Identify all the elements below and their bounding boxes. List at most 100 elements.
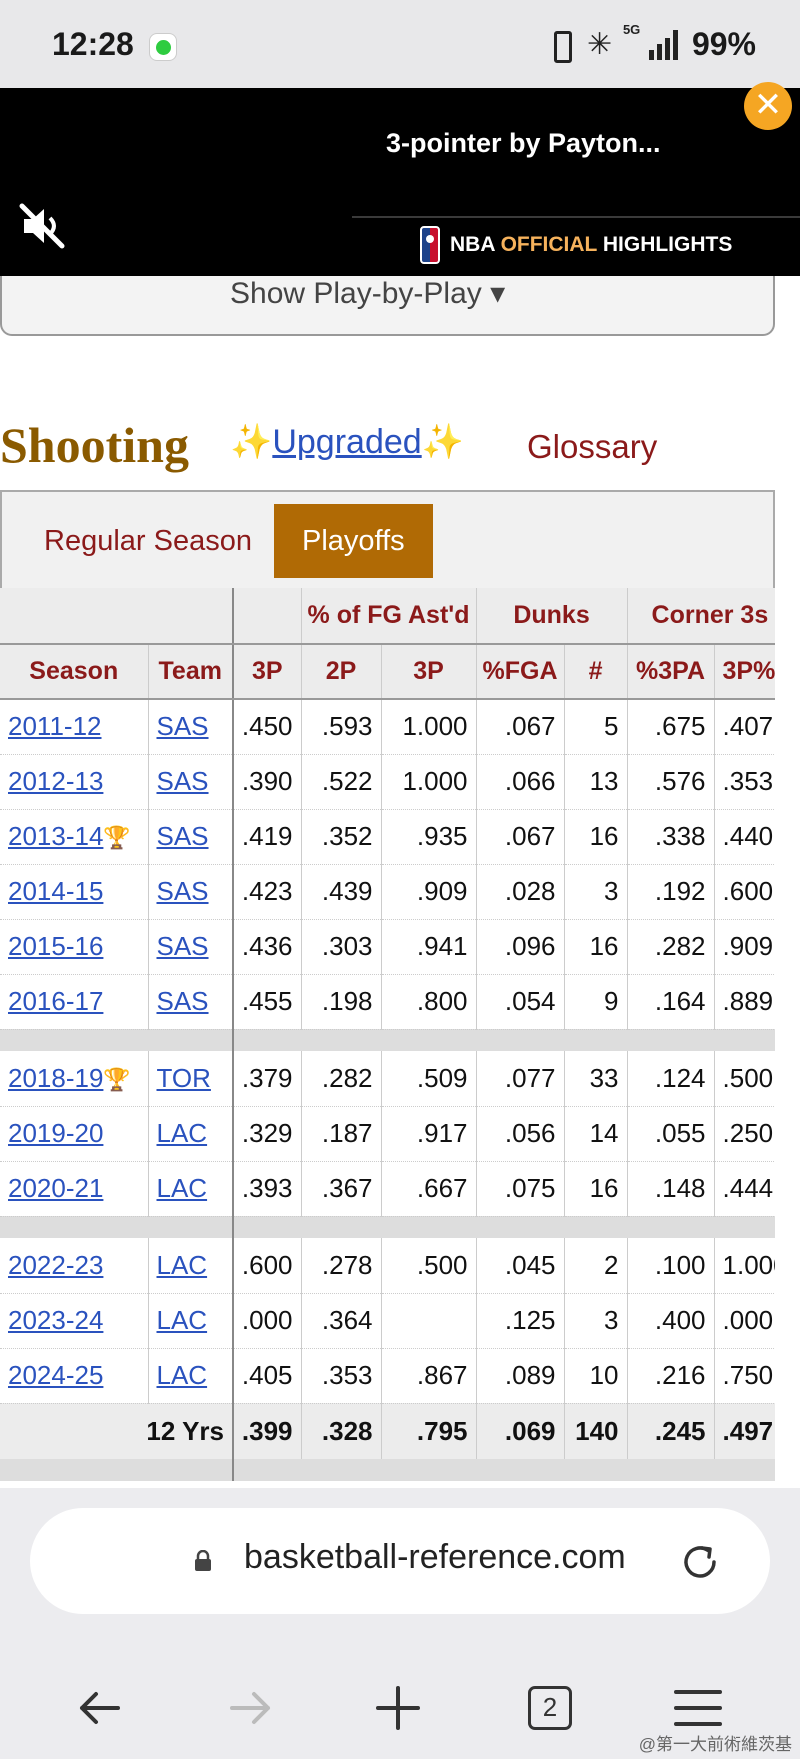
table-cell: .497 [714,1403,775,1459]
table-cell: 33 [564,1051,628,1107]
table-cell: .941 [381,919,477,975]
video-brand: NBA OFFICIAL HIGHLIGHTS [420,225,732,265]
table-cell: .245 [627,1403,715,1459]
col-header-corner-3p-pct[interactable]: 3P% [714,644,775,700]
table-cell: .028 [476,864,565,920]
new-tab-icon[interactable] [368,1678,428,1738]
table-cell: .867 [381,1348,477,1404]
team-link[interactable]: SAS [156,986,209,1016]
address-bar[interactable]: basketball-reference.com [30,1508,770,1614]
team-link[interactable]: LAC [156,1173,208,1203]
table-cell: .089 [476,1348,565,1404]
menu-icon[interactable] [668,1678,728,1738]
browser-toolbar: basketball-reference.com 2 @第一大前術維茨基 [0,1488,800,1759]
show-play-by-play-button[interactable]: Show Play-by-Play ▾ [0,276,775,336]
bluetooth-icon: ✳ [586,27,613,61]
reload-icon[interactable] [678,1540,722,1584]
season-link[interactable]: 2018-19 [8,1062,104,1093]
upgraded-link[interactable]: Upgraded [272,423,422,461]
video-title[interactable]: 3-pointer by Payton... [386,128,661,158]
team-link[interactable]: LAC [156,1118,208,1148]
table-row: 2022-23 LAC .600 .278 .500 .045 2 .100 1… [0,1238,775,1294]
table-row: 2016-17 SAS .455 .198 .800 .054 9 .164 .… [0,974,775,1030]
season-link[interactable]: 2024-25 [8,1360,104,1390]
over-header-dunks: Dunks [476,588,628,645]
season-link[interactable]: 2020-21 [8,1173,104,1203]
col-header-dunk-fga[interactable]: %FGA [476,644,565,700]
season-link[interactable]: 2013-14 [8,821,104,851]
table-cell: 1.000 [714,1238,775,1294]
table-cell: .909 [381,864,477,920]
table-cell: 140 [564,1403,628,1459]
forward-icon[interactable] [220,1678,280,1738]
table-cell: .069 [476,1403,565,1459]
season-link[interactable]: 2016-17 [8,986,104,1016]
col-header-team[interactable]: Team [148,644,234,700]
season-link[interactable]: 2019-20 [8,1118,104,1148]
table-cell: .440 [714,809,775,865]
section-header: Shooting ✨Upgraded✨ Glossary [0,410,790,480]
mute-icon[interactable] [16,200,68,252]
table-cell: .282 [627,919,715,975]
video-player[interactable]: 3-pointer by Payton... NBA OFFICIAL HIGH… [0,88,800,276]
table-cell: .096 [476,919,565,975]
season-link[interactable]: 2023-24 [8,1305,104,1335]
table-row: 2011-12 SAS .450 .593 1.000 .067 5 .675 … [0,699,775,755]
team-link[interactable]: SAS [156,821,209,851]
table-cell: .055 [627,1106,715,1162]
team-link[interactable]: SAS [156,711,209,742]
video-area[interactable] [0,88,352,276]
table-cell: .439 [301,864,382,920]
team-link[interactable]: LAC [156,1305,208,1335]
divider [352,216,800,218]
close-icon[interactable]: ✕ [744,82,792,130]
table-cell: .444 [714,1161,775,1217]
table-cell: .056 [476,1106,565,1162]
spacer-row [0,1459,775,1481]
table-cell: .399 [233,1403,302,1459]
team-link[interactable]: SAS [156,876,209,906]
table-cell: .148 [627,1161,715,1217]
table-cell: .100 [627,1238,715,1294]
col-header-dunk-count[interactable]: # [564,644,628,700]
table-cell: .909 [714,919,775,975]
table-cell: .000 [714,1293,775,1349]
team-link[interactable]: SAS [156,931,209,961]
table-cell: .125 [476,1293,565,1349]
table-row: 2013-14🏆 SAS .419 .352 .935 .067 16 .338… [0,809,775,865]
tab-playoffs[interactable]: Playoffs [274,504,433,578]
table-row: 2014-15 SAS .423 .439 .909 .028 3 .192 .… [0,864,775,920]
table-cell: .667 [381,1161,477,1217]
season-link[interactable]: 2012-13 [8,766,104,796]
season-link[interactable]: 2011-12 [8,711,102,742]
team-link[interactable]: SAS [156,766,209,796]
url-text[interactable]: basketball-reference.com [244,1538,626,1576]
sparkle-icon: ✨ [421,423,465,461]
table-cell: .077 [476,1051,565,1107]
season-link[interactable]: 2014-15 [8,876,104,906]
header-row: Season Team 3P 2P 3P %FGA # %3PA 3P% [0,644,775,700]
team-link[interactable]: LAC [156,1249,208,1280]
col-header-2p-astd[interactable]: 2P [301,644,382,700]
team-link[interactable]: LAC [156,1360,208,1390]
back-icon[interactable] [70,1678,130,1738]
over-header-blank [0,588,234,645]
col-header-season[interactable]: Season [0,644,149,700]
table-row: 2015-16 SAS .436 .303 .941 .096 16 .282 … [0,919,775,975]
team-link[interactable]: TOR [156,1062,211,1093]
table-cell: .423 [233,864,302,920]
tab-count-icon[interactable]: 2 [520,1678,580,1738]
col-header-3p-pct[interactable]: 3P [233,644,302,700]
col-header-corner-3pa[interactable]: %3PA [627,644,715,700]
clock: 12:28 [52,26,134,62]
season-link[interactable]: 2022-23 [8,1249,104,1280]
tab-regular-season[interactable]: Regular Season [44,525,252,557]
glossary-link[interactable]: Glossary [527,428,658,465]
col-header-3p-astd[interactable]: 3P [381,644,477,700]
shooting-table-container[interactable]: % of FG Ast'd Dunks Corner 3s Season Tea… [0,588,775,1488]
watermark: @第一大前術維茨基 [638,1735,792,1754]
table-cell: .935 [381,809,477,865]
table-cell: 16 [564,1161,628,1217]
season-link[interactable]: 2015-16 [8,931,104,961]
table-row: 2012-13 SAS .390 .522 1.000 .066 13 .576… [0,754,775,810]
